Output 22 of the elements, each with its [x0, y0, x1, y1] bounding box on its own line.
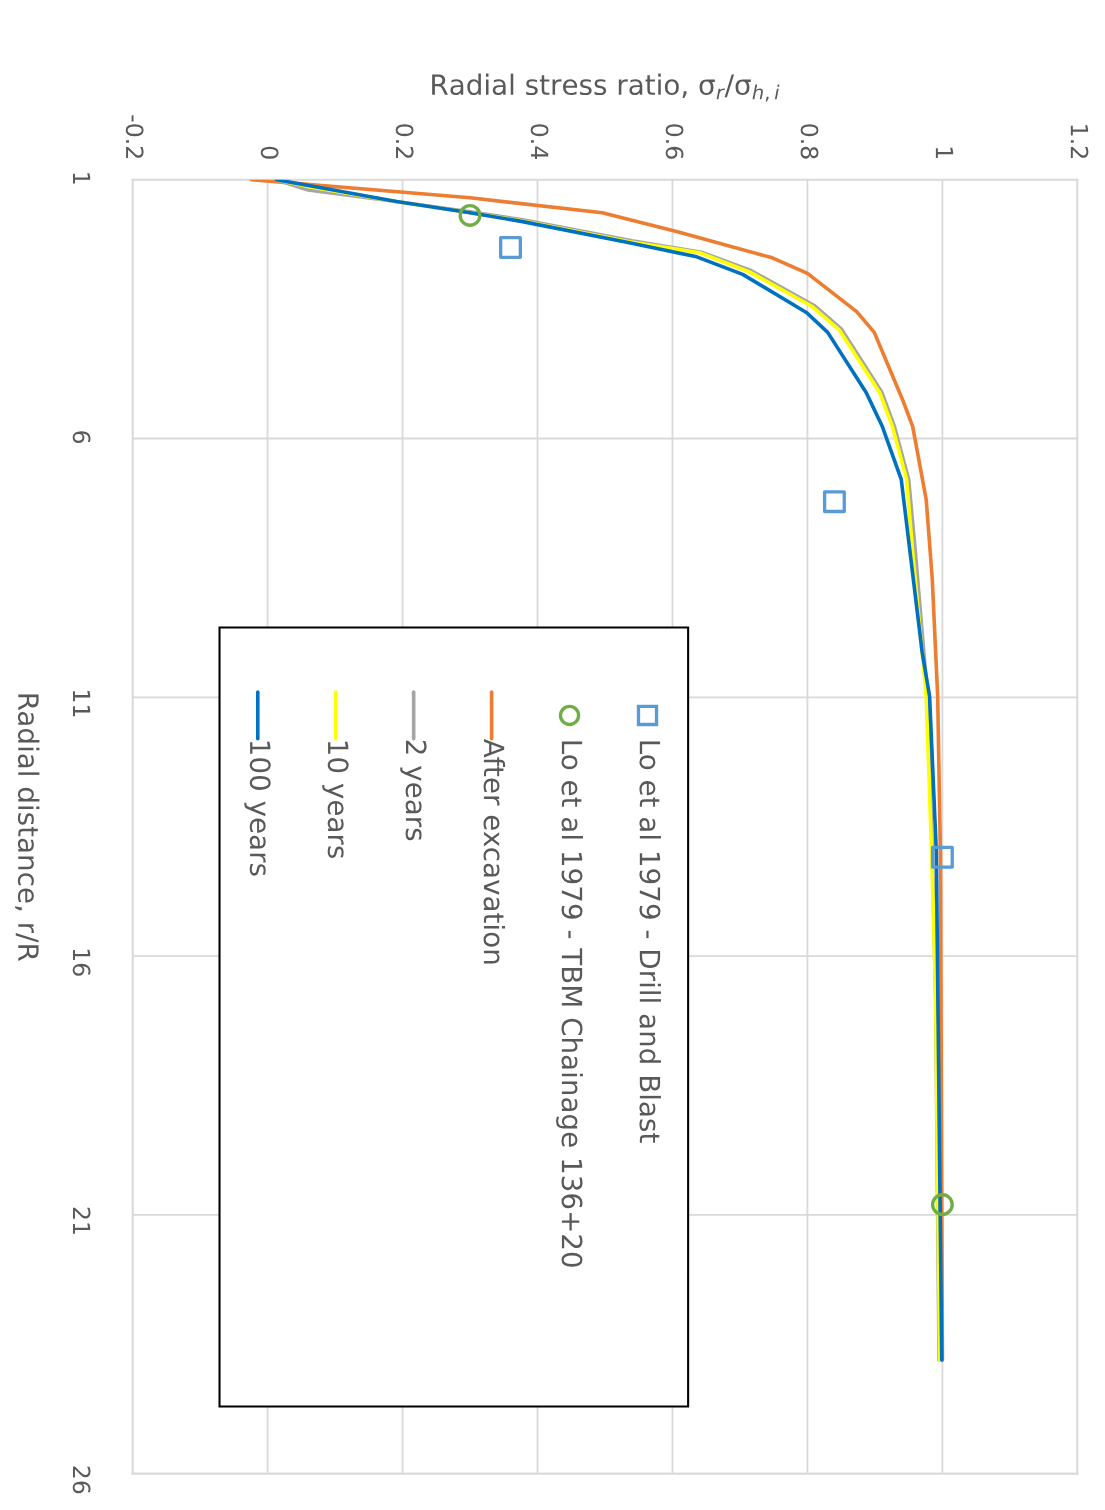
legend-label: 2 years [400, 740, 427, 841]
x-axis-title: Radial stress ratio, σ$_{r}$/σ$_{h,i}$ [432, 73, 780, 102]
y-axis-title: Radial distance, r/R [15, 694, 40, 961]
x-tick-label: 0.6 [665, 124, 684, 159]
y-tick-label: 6 [72, 431, 91, 444]
y-tick-label: 16 [72, 949, 91, 976]
x-tick-label: 1 [935, 147, 954, 159]
y-tick-label: 26 [72, 1466, 91, 1494]
legend-label: Lo et al 1979 - Drill and Blast [639, 741, 661, 1143]
legend-label: Lo et al 1979 - TBM Chainage 136+20 [556, 741, 583, 1267]
x-tick-label: 0.2 [395, 124, 414, 158]
x-tick-label: 0.8 [800, 124, 819, 159]
x-tick-label: -0.2 [125, 115, 144, 158]
x-tick-label: 0 [260, 146, 279, 159]
y-tick-label: 11 [72, 690, 91, 717]
y-tick-label: 21 [72, 1207, 91, 1234]
legend-label: After excavation [483, 738, 506, 964]
legend-label: 10 years [322, 741, 349, 858]
y-tick-label: 1 [72, 173, 91, 184]
legend-label: 100 years [244, 741, 271, 876]
x-tick-label: 1.2 [1070, 125, 1089, 158]
x-tick-label: 0.4 [530, 124, 549, 159]
